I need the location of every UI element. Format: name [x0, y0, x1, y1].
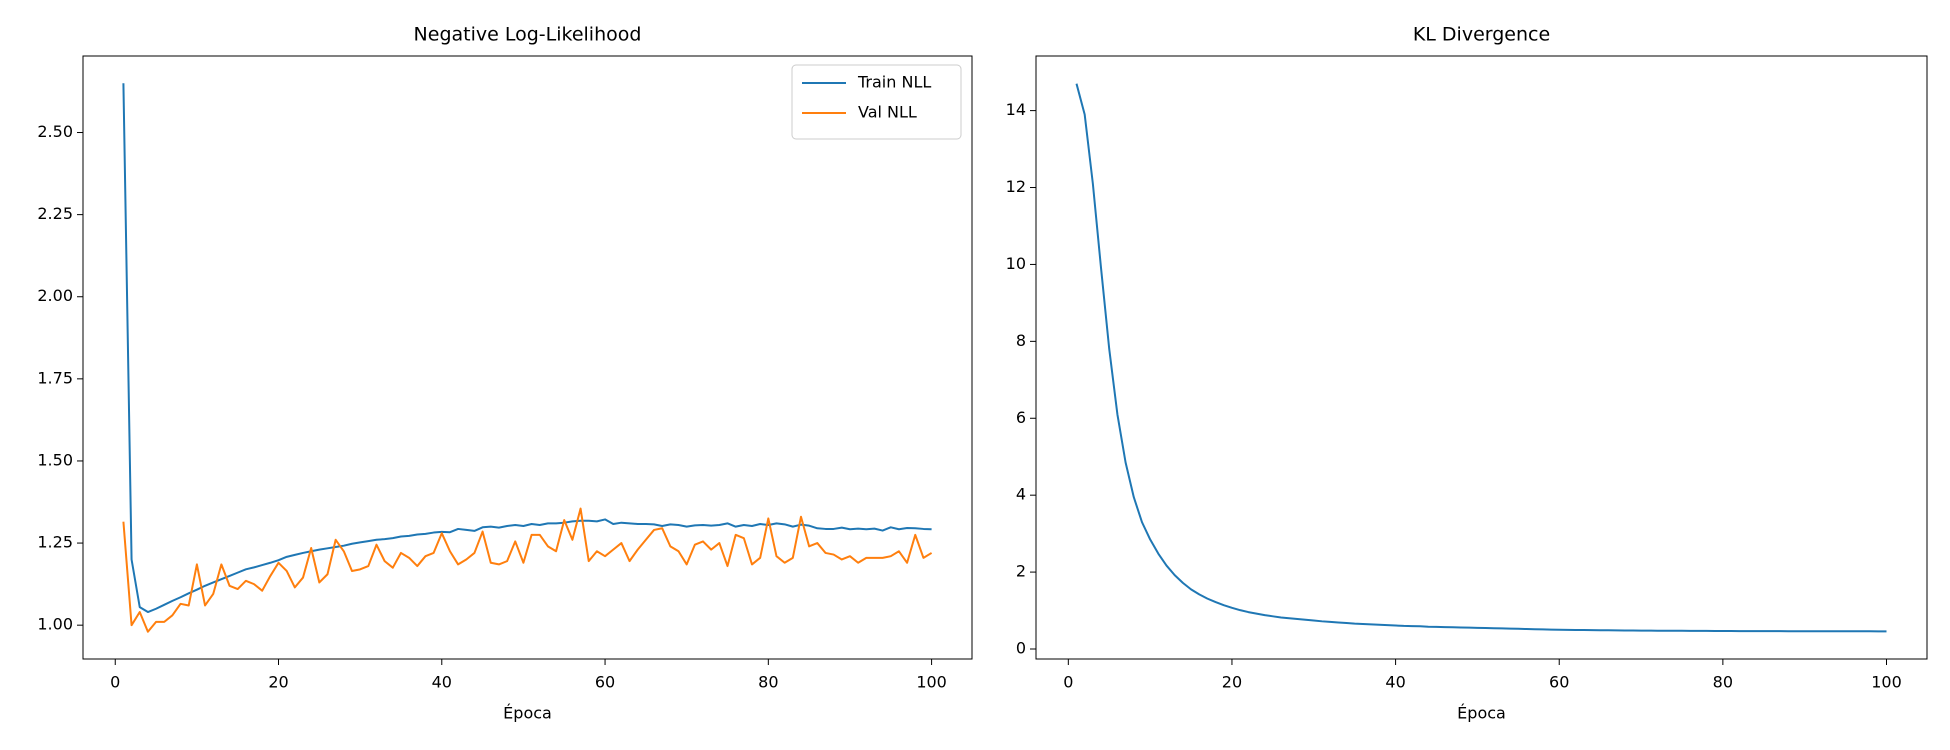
legend-label: Train NLL [857, 73, 931, 92]
y-tick-label: 4 [1016, 485, 1026, 504]
y-tick-label: 1.50 [37, 450, 73, 469]
axes-frame [82, 55, 973, 660]
x-tick-label: 80 [1713, 673, 1733, 692]
y-tick-label: 1.00 [37, 615, 73, 634]
x-tick-label: 20 [1222, 673, 1242, 692]
y-tick-label: 12 [1006, 177, 1026, 196]
x-tick-label: 0 [110, 673, 120, 692]
y-tick-label: 2.50 [37, 122, 73, 141]
x-tick-label: 40 [432, 673, 452, 692]
y-tick-label: 0 [1016, 639, 1026, 658]
y-tick-label: 8 [1016, 331, 1026, 350]
x-tick-label: 100 [916, 673, 947, 692]
x-axis-label: Época [503, 704, 552, 723]
y-tick-label: 2 [1016, 562, 1026, 581]
x-tick-label: 0 [1063, 673, 1073, 692]
x-tick-label: 100 [1871, 673, 1902, 692]
y-tick-label: 14 [1006, 100, 1026, 119]
x-tick-label: 20 [268, 673, 288, 692]
x-axis-label: Época [1457, 704, 1506, 723]
x-tick-label: 80 [758, 673, 778, 692]
data-line [1075, 83, 1887, 633]
y-tick-label: 2.00 [37, 286, 73, 305]
chart-title: KL Divergence [1413, 24, 1550, 46]
y-tick-label: 1.25 [37, 533, 73, 552]
x-tick-label: 40 [1385, 673, 1405, 692]
y-tick-label: 10 [1006, 254, 1026, 273]
data-line [122, 83, 932, 614]
x-tick-label: 60 [595, 673, 615, 692]
y-tick-label: 6 [1016, 408, 1026, 427]
chart-title: Negative Log-Likelihood [414, 24, 642, 46]
legend-label: Val NLL [858, 103, 917, 122]
x-tick-label: 60 [1549, 673, 1569, 692]
y-tick-label: 2.25 [37, 204, 73, 223]
y-tick-label: 1.75 [37, 368, 73, 387]
data-line [122, 507, 933, 633]
axes-frame [1035, 55, 1928, 660]
